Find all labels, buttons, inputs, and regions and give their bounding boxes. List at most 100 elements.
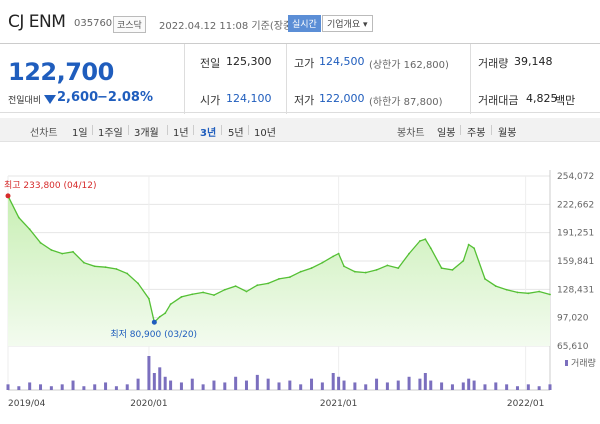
period-1w[interactable]: 1주일 — [98, 128, 123, 139]
volume-bar — [201, 384, 205, 390]
price-point — [61, 252, 64, 255]
volume-bar — [526, 384, 530, 390]
separator — [92, 125, 93, 135]
separator — [248, 125, 249, 135]
volume-bar — [548, 384, 552, 390]
volume-value: 39,148 — [514, 55, 553, 68]
volume-bar — [407, 376, 411, 390]
price-point — [473, 247, 476, 250]
divider — [184, 44, 185, 114]
quote-panel: 122,700 전일대비 2,600 −2.08% 전일 125,300 시가 … — [0, 43, 600, 114]
stock-code: 035760 — [74, 18, 113, 29]
volume-bar — [223, 382, 227, 390]
price-point — [169, 303, 172, 306]
price-chart[interactable]: 254,072 222,662 191,251 159,841 128,431 97,02… — [0, 150, 600, 424]
separator — [193, 125, 194, 135]
volume-bar — [234, 376, 238, 390]
period-selector: 선차트 1일 1주일 3개월 1년 3년 5년 10년 봉차트 일봉 주봉 월봉 — [0, 118, 600, 142]
period-10y[interactable]: 10년 — [254, 128, 276, 139]
volume-bar — [418, 378, 422, 390]
price-point — [299, 270, 302, 273]
price-point — [408, 252, 410, 255]
y-tick-label: 222,662 — [557, 200, 594, 210]
price-point — [126, 272, 129, 275]
separator — [128, 125, 129, 135]
volume-bar — [152, 373, 156, 390]
price-point — [467, 243, 470, 246]
price-point — [332, 255, 335, 258]
volume-bar — [375, 378, 379, 390]
candle-weekly[interactable]: 주봉 — [467, 128, 486, 139]
volume-bar — [277, 382, 281, 390]
price-point — [164, 312, 167, 315]
price-point — [343, 265, 345, 268]
upper-limit: (상한가 162,800) — [369, 60, 449, 71]
company-overview-dropdown[interactable]: 기업개요 ▾ — [322, 15, 373, 32]
volume-bar — [385, 382, 389, 390]
volume-bar — [114, 386, 118, 390]
candle-daily[interactable]: 일봉 — [437, 128, 456, 139]
price-point — [39, 241, 42, 244]
price-point — [158, 315, 161, 318]
separator — [167, 125, 168, 135]
price-point — [148, 297, 150, 300]
y-tick-label: 97,020 — [557, 314, 589, 324]
price-point — [72, 250, 74, 253]
price-point — [137, 282, 139, 285]
down-triangle-icon — [44, 95, 56, 104]
y-tick-label: 191,251 — [557, 229, 594, 239]
price-area — [8, 195, 550, 346]
period-1y[interactable]: 1년 — [173, 128, 189, 139]
price-point — [28, 228, 31, 231]
low-value: 122,000 — [319, 92, 365, 105]
volume-bar — [17, 386, 21, 390]
price-point — [484, 277, 486, 280]
price-point — [17, 216, 20, 219]
low-label: 저가 — [294, 94, 315, 107]
price-point — [223, 288, 226, 291]
period-3m[interactable]: 3개월 — [134, 128, 159, 139]
volume-bar — [467, 378, 471, 390]
high-marker — [5, 193, 11, 199]
divider — [470, 44, 471, 114]
price-point — [516, 291, 519, 294]
price-point — [386, 264, 389, 267]
volume-bar — [93, 384, 97, 390]
price-point — [538, 290, 541, 293]
price-point — [82, 261, 85, 264]
volume-bar — [299, 384, 303, 390]
volume-bar — [461, 382, 465, 390]
volume-bar — [71, 380, 75, 390]
volume-bar — [255, 374, 259, 390]
y-tick-label: 159,841 — [557, 257, 594, 267]
candle-chart-label: 봉차트 — [397, 128, 425, 139]
volume-bar — [310, 378, 314, 390]
period-3y[interactable]: 3년 — [200, 128, 217, 139]
volume-bar — [483, 384, 487, 390]
price-point — [213, 294, 215, 297]
change-amount: 2,600 — [57, 90, 99, 105]
y-tick-label: 254,072 — [557, 172, 594, 182]
candle-monthly[interactable]: 월봉 — [498, 128, 517, 139]
price-point — [278, 277, 280, 280]
price-point — [337, 252, 340, 255]
price-point — [115, 268, 118, 270]
volume-bar — [450, 384, 454, 390]
price-point — [234, 285, 237, 288]
line-chart-label: 선차트 — [30, 128, 58, 139]
price-point — [494, 285, 497, 288]
realtime-button[interactable]: 실시간 — [288, 15, 321, 32]
change-percent: −2.08% — [97, 90, 153, 105]
price-point — [462, 259, 465, 262]
high-label: 고가 — [294, 57, 315, 70]
price-point — [429, 247, 432, 250]
amount-unit: 백만 — [555, 94, 576, 107]
period-5y[interactable]: 5년 — [228, 128, 244, 139]
volume-bar — [212, 380, 216, 390]
volume-bar — [60, 384, 64, 390]
divider — [286, 44, 287, 114]
volume-bar — [28, 382, 32, 390]
prev-close-value: 125,300 — [226, 55, 272, 68]
period-1d[interactable]: 1일 — [72, 128, 88, 139]
price-point — [440, 267, 443, 269]
